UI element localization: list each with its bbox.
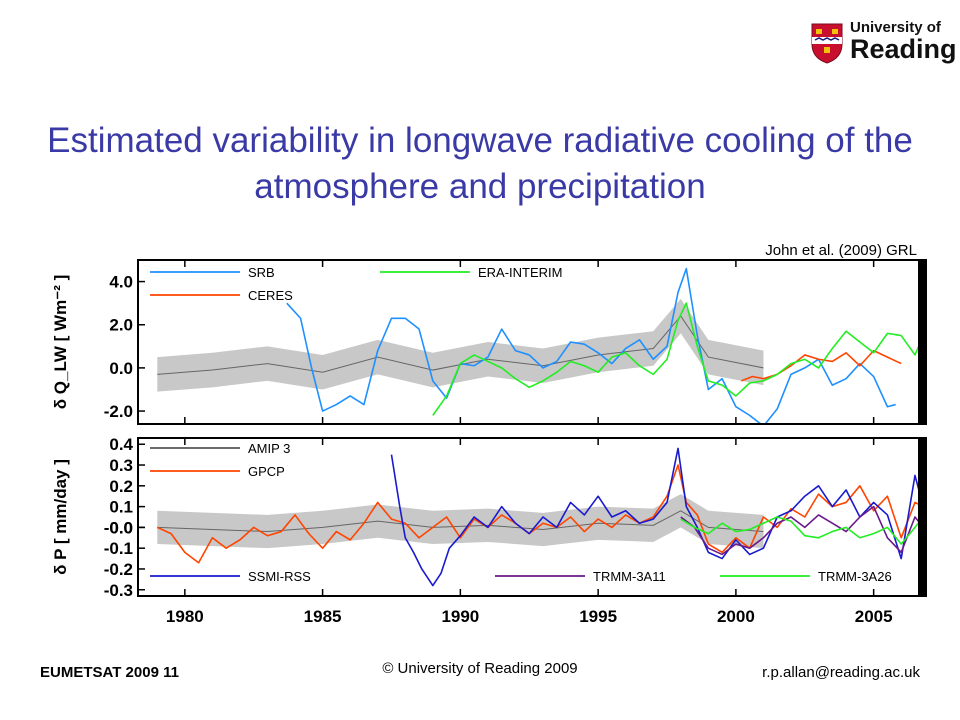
right-edge-bar bbox=[918, 438, 926, 596]
plot-frame bbox=[137, 259, 927, 425]
logo-line1: University of bbox=[850, 19, 941, 36]
legend-label: AMIP 3 bbox=[248, 441, 290, 456]
y-axis-label: δ Q_LW [ Wm⁻² ] bbox=[51, 275, 70, 410]
x-tick-label: 1995 bbox=[579, 607, 617, 626]
x-tick-label: 1990 bbox=[441, 607, 479, 626]
y-tick-label: 0.0 bbox=[109, 518, 133, 537]
y-tick-label: 0.0 bbox=[109, 359, 133, 378]
series-line-gpcp bbox=[156, 464, 924, 564]
y-tick-label: 0.1 bbox=[109, 498, 133, 517]
legend-label: SSMI-RSS bbox=[248, 569, 311, 584]
logo-line2: Reading bbox=[850, 34, 957, 64]
x-tick-label: 1980 bbox=[166, 607, 204, 626]
model-spread-band bbox=[157, 298, 764, 392]
footer-left: EUMETSAT 2009 11 bbox=[40, 664, 179, 681]
plot-area-precip bbox=[156, 447, 925, 587]
footer-right: r.p.allan@reading.ac.uk bbox=[762, 664, 920, 681]
y-axis-label: δ P [ mm/day ] bbox=[51, 459, 70, 575]
x-tick-label: 2005 bbox=[855, 607, 893, 626]
slide-title: Estimated variability in longwave radiat… bbox=[47, 121, 913, 206]
right-edge-bar bbox=[918, 260, 926, 424]
legend-label: ERA-INTERIM bbox=[478, 265, 563, 280]
x-tick-label: 1985 bbox=[304, 607, 342, 626]
chart-figure: 4.0 2.0 0.0 -2.0 δ Q_LW [ Wm⁻² ] SRB CERES ERA-… bbox=[51, 259, 927, 626]
series-line-ssmi-rss bbox=[390, 447, 925, 587]
y-tick-label: 4.0 bbox=[109, 273, 133, 292]
series-line-ceres bbox=[741, 349, 902, 382]
panel-lw: 4.0 2.0 0.0 -2.0 δ Q_LW [ Wm⁻² ] SRB CERES ERA-… bbox=[51, 259, 927, 425]
y-tick-label: -2.0 bbox=[104, 402, 133, 421]
y-tick-label: 0.3 bbox=[109, 456, 133, 475]
y-tick-label: 2.0 bbox=[109, 316, 133, 335]
crest-icon bbox=[811, 23, 843, 64]
panel-precip: 0.4 0.3 0.2 0.10.0-0.0 -0.1 -0.2 -0.3 δ P [ mm/… bbox=[51, 435, 927, 626]
y-tick-label: -0.1 bbox=[104, 539, 133, 558]
legend-label: GPCP bbox=[248, 464, 285, 479]
y-tick-label: 0.4 bbox=[109, 435, 133, 454]
y-tick-label: -0.0 bbox=[104, 518, 133, 537]
series-line-trmm-3a26 bbox=[680, 516, 924, 545]
series-line-srb bbox=[286, 267, 896, 424]
series-line-trmm-3a11 bbox=[680, 505, 924, 556]
legend-label: TRMM-3A26 bbox=[818, 569, 892, 584]
y-tick-label: -0.2 bbox=[104, 560, 133, 579]
model-spread-band bbox=[157, 494, 764, 549]
legend-label: TRMM-3A11 bbox=[593, 569, 666, 584]
y-tick-label: -0.3 bbox=[104, 581, 133, 600]
legend-label: SRB bbox=[248, 265, 275, 280]
series-line-era-interim bbox=[432, 302, 924, 416]
logo-wordmark: University of Reading bbox=[850, 20, 957, 63]
x-tick-label: 2000 bbox=[717, 607, 755, 626]
model-mean-line bbox=[157, 510, 764, 533]
citation: John et al. (2009) GRL bbox=[765, 242, 917, 259]
y-tick-label: 0.2 bbox=[109, 477, 133, 496]
university-logo: University of Reading bbox=[810, 18, 957, 68]
plot-area-lw bbox=[157, 267, 924, 424]
legend-label: CERES bbox=[248, 288, 293, 303]
footer-center: © University of Reading 2009 bbox=[382, 660, 578, 677]
